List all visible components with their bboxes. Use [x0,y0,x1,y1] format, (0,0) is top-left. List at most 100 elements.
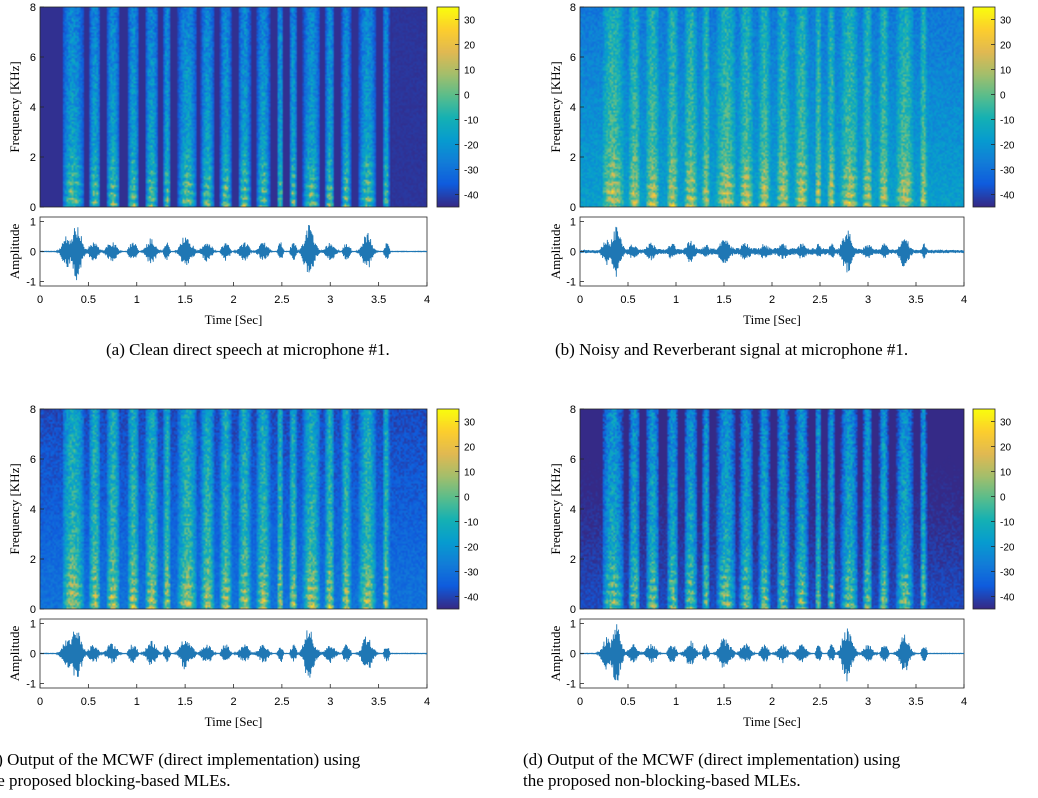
colorbar-c [437,409,459,609]
spectrogram-y-tick-label: 8 [570,2,576,14]
spectrogram-y-tick-label: 2 [570,554,576,566]
time-tick-label: 4 [424,696,430,708]
colorbar-tick-label: 0 [464,91,470,102]
colorbar-tick-label: -10 [1000,518,1015,529]
waveform-y-tick-label: 0 [570,247,576,259]
colorbar-tick-label: -40 [464,191,479,202]
waveform-y-tick-label: -1 [26,277,36,289]
waveform-y-tick-label: -1 [566,277,576,289]
time-tick-label: 2.5 [812,294,827,306]
spectrogram-y-tick-label: 0 [570,202,576,214]
spectrogram-y-tick-label: 4 [570,102,576,114]
spectrogram-d [580,409,964,609]
time-tick-label: 2 [230,294,236,306]
colorbar-tick-label: -20 [1000,543,1015,554]
colorbar-tick-label: -30 [1000,568,1015,579]
colorbar-tick-label: 10 [464,66,476,77]
colorbar-tick-label: -20 [464,543,479,554]
time-tick-label: 4 [424,294,430,306]
time-tick-label: 1 [673,696,679,708]
caption-d-line2: the proposed non-blocking-based MLEs. [523,770,801,791]
time-tick-label: 0 [577,294,583,306]
spectrogram-y-tick-label: 0 [30,604,36,616]
time-tick-label: 3.5 [371,696,386,708]
spectrogram-y-axis-label: Frequency [KHz] [7,61,22,152]
time-tick-label: 1 [134,294,140,306]
spectrogram-c [40,409,427,609]
spectrogram-y-axis-label: Frequency [KHz] [7,463,22,554]
colorbar-tick-label: -40 [1000,191,1015,202]
colorbar-tick-label: -20 [464,141,479,152]
time-tick-label: 1.5 [716,696,731,708]
spectrogram-y-tick-label: 8 [30,2,36,14]
spectrogram-y-tick-label: 4 [30,504,36,516]
colorbar-tick-label: 10 [464,468,476,479]
time-tick-label: 1.5 [716,294,731,306]
spectrogram-y-axis-label: Frequency [KHz] [548,463,563,554]
time-axis-label: Time [Sec] [743,312,801,327]
time-tick-label: 3 [327,294,333,306]
colorbar-tick-label: -30 [464,166,479,177]
time-tick-label: 3.5 [371,294,386,306]
waveform-y-tick-label: -1 [566,679,576,691]
time-tick-label: 0.5 [81,294,96,306]
caption-c-line1: (c) Output of the MCWF (direct implement… [0,749,360,770]
time-tick-label: 3 [865,696,871,708]
spectrogram-y-tick-label: 6 [570,52,576,64]
colorbar-tick-label: 30 [464,418,476,429]
waveform-y-axis-label: Amplitude [548,625,563,681]
time-tick-label: 2 [769,294,775,306]
time-tick-label: 3 [865,294,871,306]
spectrogram-y-axis-label: Frequency [KHz] [548,61,563,152]
colorbar-tick-label: 20 [464,443,476,454]
time-tick-label: 2.5 [812,696,827,708]
time-tick-label: 0.5 [620,294,635,306]
spectrogram-y-tick-label: 4 [570,504,576,516]
time-tick-label: 3 [327,696,333,708]
waveform-y-axis-label: Amplitude [7,625,22,681]
waveform-y-tick-label: 0 [570,649,576,661]
colorbar-tick-label: -10 [1000,116,1015,127]
time-tick-label: 0 [577,696,583,708]
spectrogram-y-tick-label: 6 [30,454,36,466]
spectrogram-b [580,7,964,207]
colorbar-b [973,7,995,207]
caption-d-line1: (d) Output of the MCWF (direct implement… [523,749,900,770]
colorbar-tick-label: -10 [464,116,479,127]
waveform-y-tick-label: 0 [30,649,36,661]
spectrogram-y-tick-label: 4 [30,102,36,114]
colorbar-tick-label: -30 [464,568,479,579]
time-axis-label: Time [Sec] [205,312,263,327]
waveform-y-axis-label: Amplitude [548,223,563,279]
colorbar-tick-label: 30 [1000,418,1012,429]
spectrogram-a [40,7,427,207]
spectrogram-y-tick-label: 8 [570,404,576,416]
spectrogram-y-tick-label: 6 [570,454,576,466]
caption-b: (b) Noisy and Reverberant signal at micr… [555,339,908,360]
waveform-y-tick-label: 0 [30,247,36,259]
spectrogram-y-tick-label: 2 [30,554,36,566]
time-tick-label: 1.5 [177,294,192,306]
time-tick-label: 4 [961,696,967,708]
waveform-y-tick-label: 1 [30,217,36,229]
time-tick-label: 1.5 [177,696,192,708]
time-tick-label: 2.5 [274,294,289,306]
colorbar-tick-label: 10 [1000,66,1012,77]
colorbar-tick-label: 20 [464,41,476,52]
waveform-y-tick-label: -1 [26,679,36,691]
spectrogram-y-tick-label: 0 [30,202,36,214]
waveform-y-axis-label: Amplitude [7,223,22,279]
time-tick-label: 0.5 [620,696,635,708]
spectrogram-y-tick-label: 6 [30,52,36,64]
caption-a: (a) Clean direct speech at microphone #1… [106,339,390,360]
colorbar-tick-label: 30 [464,16,476,27]
colorbar-tick-label: 0 [464,493,470,504]
time-tick-label: 3.5 [908,294,923,306]
time-tick-label: 2 [230,696,236,708]
colorbar-tick-label: 0 [1000,493,1006,504]
colorbar-tick-label: -40 [464,593,479,604]
time-tick-label: 0 [37,696,43,708]
spectrogram-y-tick-label: 2 [570,152,576,164]
colorbar-tick-label: 20 [1000,443,1012,454]
